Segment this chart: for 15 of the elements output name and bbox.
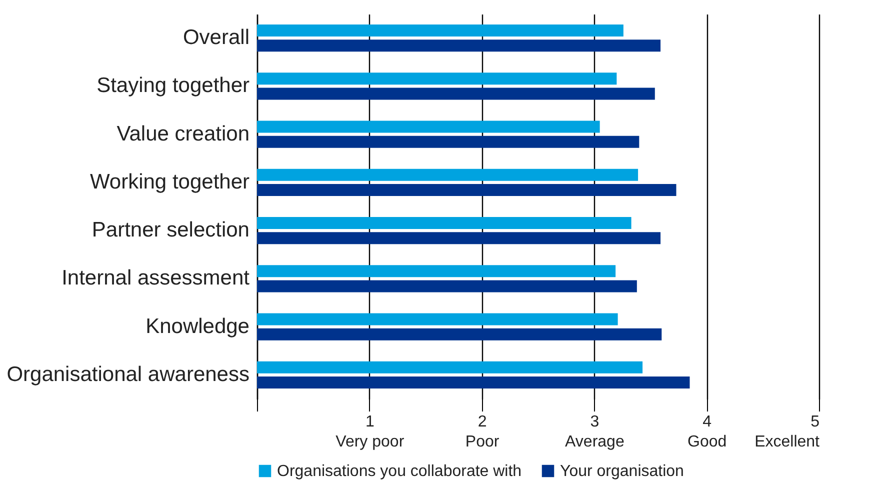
y-tick-label: Knowledge <box>146 314 250 338</box>
y-tick-label: Internal assessment <box>62 266 250 290</box>
legend-label: Your organisation <box>560 463 684 480</box>
y-tick-label: Partner selection <box>92 218 250 242</box>
y-tick-label: Staying together <box>96 74 250 98</box>
y-tick-label: Value creation <box>116 122 250 146</box>
x-tick-label: 5 Excellent <box>754 414 820 450</box>
y-tick-label: Organisational awareness <box>6 362 250 386</box>
x-tick-label: 4 Good <box>688 414 727 450</box>
x-tick-label: 2 Poor <box>465 414 500 450</box>
y-tick-label: Overall <box>182 26 250 50</box>
legend-label: Organisations you collaborate with <box>277 463 522 480</box>
x-tick-label: 3 Average <box>565 414 624 450</box>
x-tick-label: 1 Very poor <box>336 414 405 450</box>
y-tick-label: Working together <box>90 170 250 194</box>
